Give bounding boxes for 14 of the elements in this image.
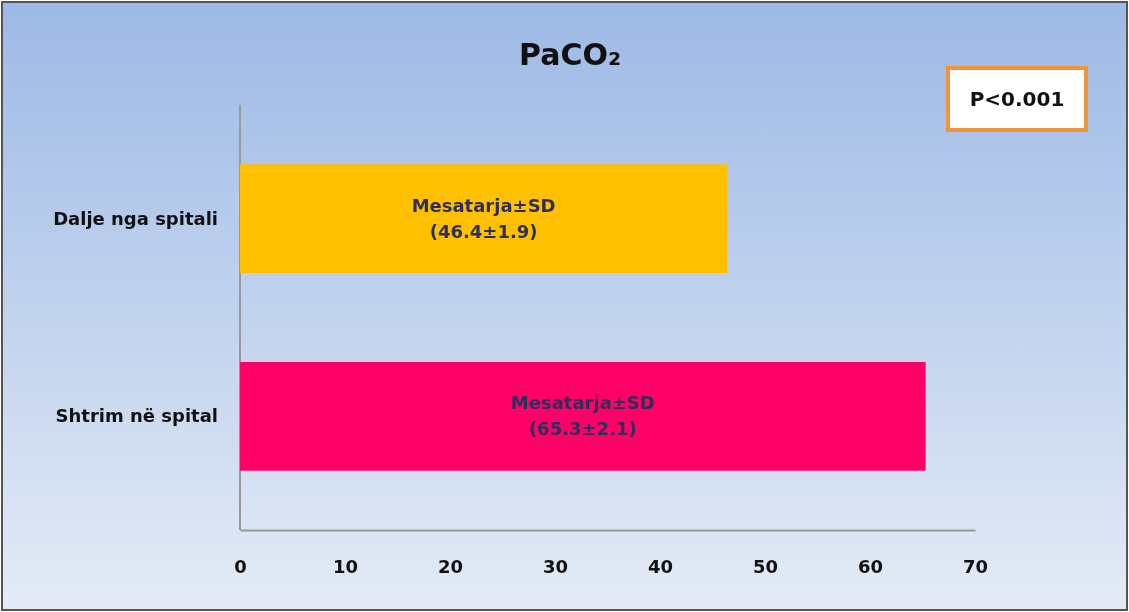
x-tick-label: 0 <box>234 555 247 577</box>
x-tick-label: 10 <box>332 555 359 577</box>
y-tick-label: Dalje nga spitali <box>53 207 218 229</box>
data-label: Mesatarja±SD (65.3±2.1) <box>510 392 655 440</box>
x-tick-label: 60 <box>857 555 884 577</box>
x-tick-label: 70 <box>962 555 989 577</box>
y-tick-label: Shtrim në spital <box>55 405 218 427</box>
x-tick-label: 40 <box>647 555 674 577</box>
annotation: P<0.001 <box>969 87 1065 111</box>
x-tick-label: 20 <box>437 555 464 577</box>
data-label: Mesatarja±SD (46.4±1.9) <box>411 194 556 242</box>
x-tick-label: 50 <box>752 555 779 577</box>
x-tick-label: 30 <box>542 555 569 577</box>
chart-title: PaCO₂ <box>518 37 622 72</box>
